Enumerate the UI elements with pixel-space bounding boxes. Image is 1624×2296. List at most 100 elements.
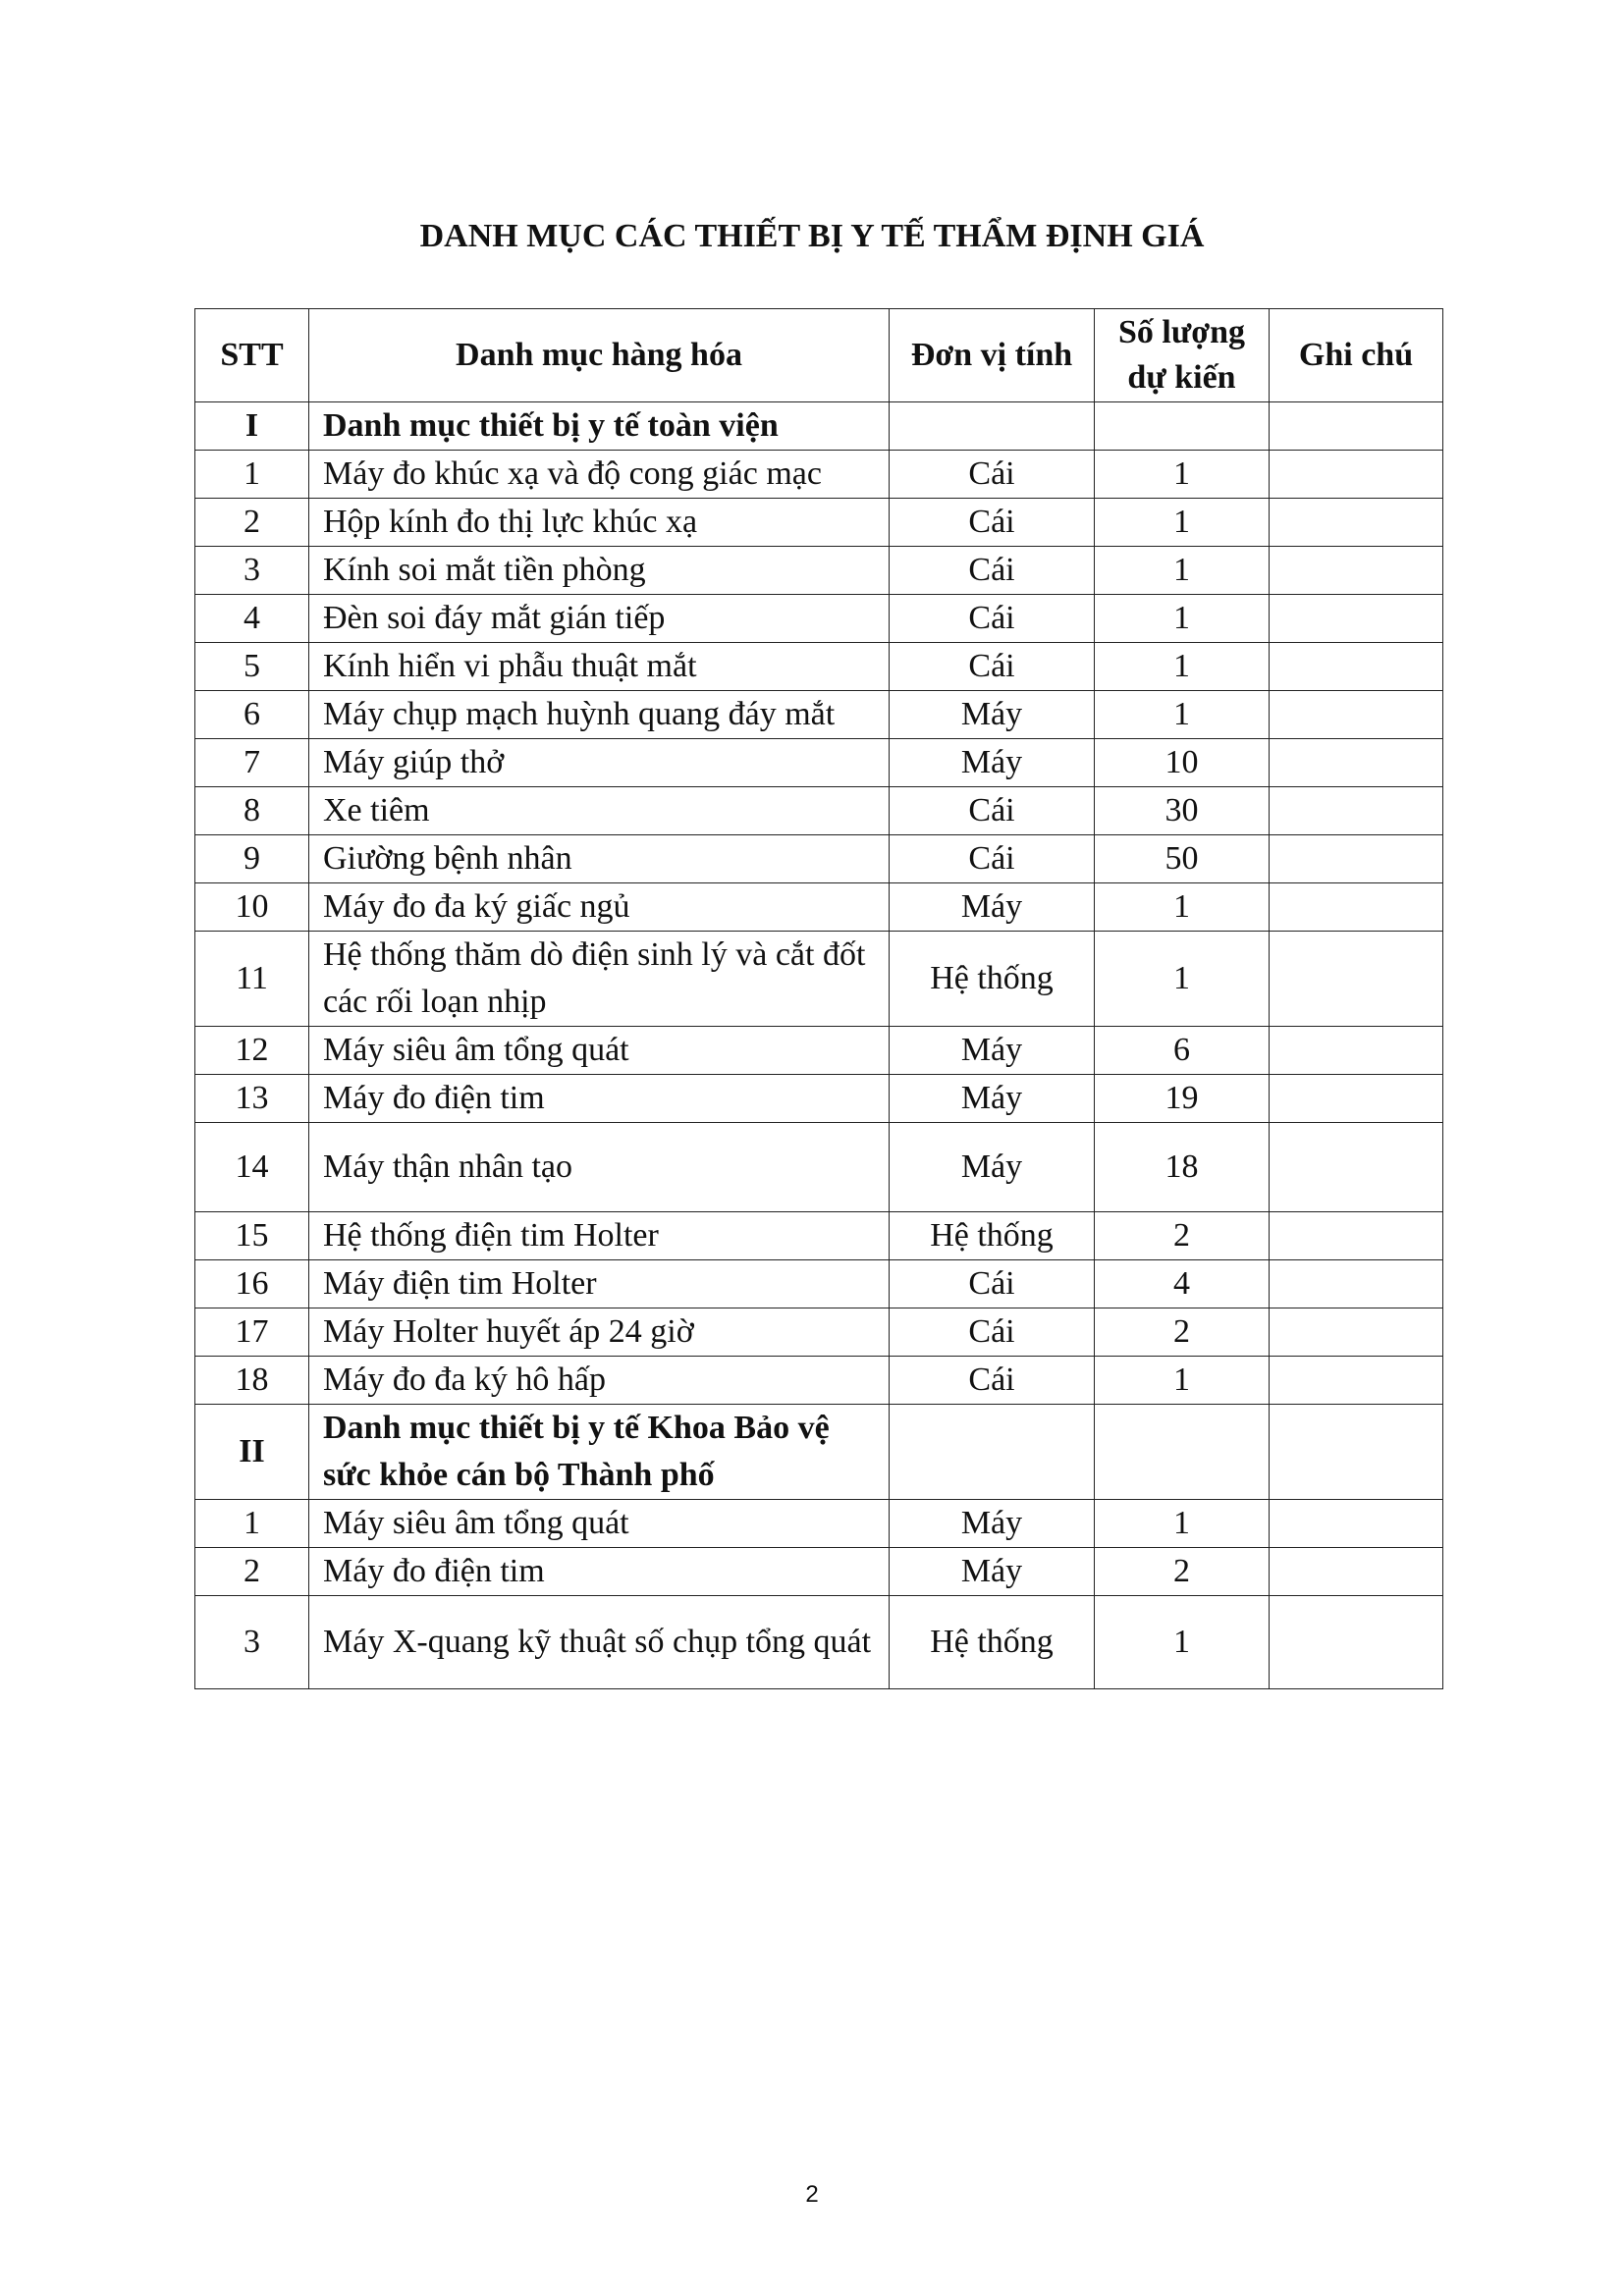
cell-quantity	[1094, 1404, 1270, 1500]
cell-item-name: Hộp kính đo thị lực khúc xạ	[308, 498, 890, 547]
cell-quantity: 1	[1094, 450, 1270, 499]
cell-stt: 3	[194, 546, 309, 595]
cell-unit: Máy	[889, 1026, 1095, 1075]
cell-note	[1269, 546, 1443, 595]
table-row: 4 Đèn soi đáy mắt gián tiếp Cái 1	[194, 594, 1443, 643]
document-title: DANH MỤC CÁC THIẾT BỊ Y TẾ THẨM ĐỊNH GIÁ	[419, 218, 1205, 254]
table-row: 13 Máy đo điện tim Máy 19	[194, 1074, 1443, 1123]
table-row: 6 Máy chụp mạch huỳnh quang đáy mắt Máy 1	[194, 690, 1443, 739]
cell-quantity: 10	[1094, 738, 1270, 787]
cell-quantity: 1	[1094, 594, 1270, 643]
cell-note	[1269, 1122, 1443, 1212]
table-row: 10 Máy đo đa ký giấc ngủ Máy 1	[194, 882, 1443, 932]
cell-item-name: Đèn soi đáy mắt gián tiếp	[308, 594, 890, 643]
cell-unit: Cái	[889, 786, 1095, 835]
cell-quantity: 1	[1094, 931, 1270, 1027]
cell-note	[1269, 498, 1443, 547]
table-row: 3 Kính soi mắt tiền phòng Cái 1	[194, 546, 1443, 595]
cell-note	[1269, 450, 1443, 499]
cell-unit: Cái	[889, 546, 1095, 595]
cell-quantity: 50	[1094, 834, 1270, 883]
cell-quantity: 2	[1094, 1547, 1270, 1596]
cell-quantity: 2	[1094, 1211, 1270, 1260]
header-unit: Đơn vị tính	[889, 308, 1095, 402]
cell-quantity: 19	[1094, 1074, 1270, 1123]
cell-stt: II	[194, 1404, 309, 1500]
cell-item-name: Hệ thống điện tim Holter	[308, 1211, 890, 1260]
table-row: 15 Hệ thống điện tim Holter Hệ thống 2	[194, 1211, 1443, 1260]
table-row: 9 Giường bệnh nhân Cái 50	[194, 834, 1443, 883]
cell-unit: Cái	[889, 1356, 1095, 1405]
cell-quantity: 1	[1094, 1499, 1270, 1548]
cell-unit: Hệ thống	[889, 1595, 1095, 1689]
cell-quantity: 2	[1094, 1308, 1270, 1357]
cell-item-name: Máy siêu âm tổng quát	[308, 1499, 890, 1548]
cell-unit: Cái	[889, 594, 1095, 643]
cell-unit	[889, 1404, 1095, 1500]
cell-note	[1269, 786, 1443, 835]
cell-quantity: 30	[1094, 786, 1270, 835]
cell-note	[1269, 931, 1443, 1027]
cell-note	[1269, 882, 1443, 932]
cell-item-name: Máy Holter huyết áp 24 giờ	[308, 1308, 890, 1357]
cell-unit: Máy	[889, 1074, 1095, 1123]
cell-stt: 4	[194, 594, 309, 643]
table-row: 11 Hệ thống thăm dò điện sinh lý và cắt đ…	[194, 931, 1443, 1027]
cell-stt: 10	[194, 882, 309, 932]
cell-note	[1269, 690, 1443, 739]
cell-quantity	[1094, 401, 1270, 451]
cell-note	[1269, 1404, 1443, 1500]
cell-note	[1269, 738, 1443, 787]
cell-stt: 1	[194, 1499, 309, 1548]
table-row: 2 Máy đo điện tim Máy 2	[194, 1547, 1443, 1596]
cell-unit: Hệ thống	[889, 931, 1095, 1027]
cell-unit: Máy	[889, 882, 1095, 932]
cell-unit: Máy	[889, 690, 1095, 739]
cell-item-name: Máy chụp mạch huỳnh quang đáy mắt	[308, 690, 890, 739]
cell-unit: Cái	[889, 834, 1095, 883]
cell-note	[1269, 1074, 1443, 1123]
cell-note	[1269, 1259, 1443, 1308]
cell-item-name: Máy đo đa ký hô hấp	[308, 1356, 890, 1405]
cell-stt: 13	[194, 1074, 309, 1123]
table-row: 18 Máy đo đa ký hô hấp Cái 1	[194, 1356, 1443, 1405]
section-row: II Danh mục thiết bị y tế Khoa Bảo vệ sức…	[194, 1404, 1443, 1500]
header-note: Ghi chú	[1269, 308, 1443, 402]
header-item-name: Danh mục hàng hóa	[308, 308, 890, 402]
header-stt: STT	[194, 308, 309, 402]
cell-quantity: 6	[1094, 1026, 1270, 1075]
cell-item-name: Máy đo đa ký giấc ngủ	[308, 882, 890, 932]
cell-stt: 18	[194, 1356, 309, 1405]
table-row: 2 Hộp kính đo thị lực khúc xạ Cái 1	[194, 498, 1443, 547]
cell-note	[1269, 401, 1443, 451]
cell-stt: 14	[194, 1122, 309, 1212]
cell-stt: 11	[194, 931, 309, 1027]
table-row: 8 Xe tiêm Cái 30	[194, 786, 1443, 835]
cell-note	[1269, 1499, 1443, 1548]
table-row: 12 Máy siêu âm tổng quát Máy 6	[194, 1026, 1443, 1075]
cell-note	[1269, 1211, 1443, 1260]
cell-quantity: 4	[1094, 1259, 1270, 1308]
cell-note	[1269, 1026, 1443, 1075]
cell-note	[1269, 1308, 1443, 1357]
cell-unit: Máy	[889, 1547, 1095, 1596]
cell-stt: 15	[194, 1211, 309, 1260]
cell-item-name: Danh mục thiết bị y tế Khoa Bảo vệ sức k…	[308, 1404, 890, 1500]
cell-note	[1269, 594, 1443, 643]
cell-unit: Máy	[889, 738, 1095, 787]
table-row: 16 Máy điện tim Holter Cái 4	[194, 1259, 1443, 1308]
cell-unit: Hệ thống	[889, 1211, 1095, 1260]
cell-stt: 17	[194, 1308, 309, 1357]
cell-unit: Cái	[889, 498, 1095, 547]
cell-unit: Máy	[889, 1122, 1095, 1212]
cell-stt: 16	[194, 1259, 309, 1308]
cell-quantity: 1	[1094, 690, 1270, 739]
cell-item-name: Máy X-quang kỹ thuật số chụp tổng quát	[308, 1595, 890, 1689]
cell-item-name: Máy siêu âm tổng quát	[308, 1026, 890, 1075]
cell-item-name: Máy đo điện tim	[308, 1547, 890, 1596]
cell-quantity: 1	[1094, 642, 1270, 691]
cell-stt: 2	[194, 498, 309, 547]
table-row: 1 Máy đo khúc xạ và độ cong giác mạc Cái 1	[194, 450, 1443, 499]
cell-item-name: Xe tiêm	[308, 786, 890, 835]
cell-item-name: Máy đo điện tim	[308, 1074, 890, 1123]
